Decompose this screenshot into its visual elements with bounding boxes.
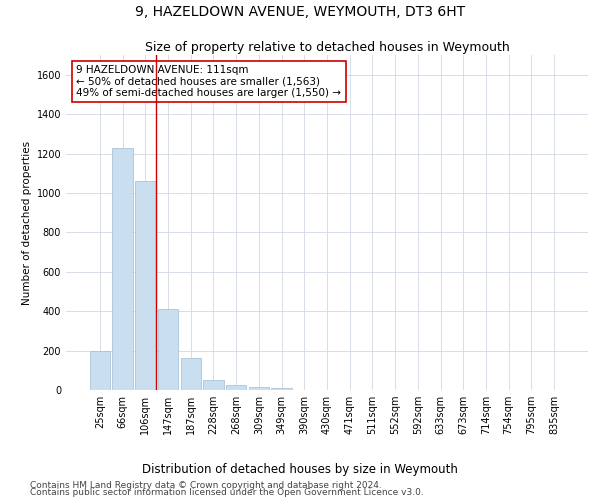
- Bar: [112, 148, 133, 390]
- Bar: [158, 309, 178, 390]
- Bar: [203, 380, 224, 390]
- Bar: [226, 385, 247, 390]
- Text: 9 HAZELDOWN AVENUE: 111sqm
← 50% of detached houses are smaller (1,563)
49% of s: 9 HAZELDOWN AVENUE: 111sqm ← 50% of deta…: [76, 65, 341, 98]
- Text: 9, HAZELDOWN AVENUE, WEYMOUTH, DT3 6HT: 9, HAZELDOWN AVENUE, WEYMOUTH, DT3 6HT: [135, 5, 465, 19]
- Title: Size of property relative to detached houses in Weymouth: Size of property relative to detached ho…: [145, 41, 509, 54]
- Y-axis label: Number of detached properties: Number of detached properties: [22, 140, 32, 304]
- Bar: [90, 350, 110, 390]
- Bar: [181, 358, 201, 390]
- Bar: [271, 388, 292, 390]
- Text: Distribution of detached houses by size in Weymouth: Distribution of detached houses by size …: [142, 462, 458, 475]
- Text: Contains HM Land Registry data © Crown copyright and database right 2024.: Contains HM Land Registry data © Crown c…: [30, 480, 382, 490]
- Bar: [248, 388, 269, 390]
- Bar: [135, 181, 155, 390]
- Text: Contains public sector information licensed under the Open Government Licence v3: Contains public sector information licen…: [30, 488, 424, 497]
